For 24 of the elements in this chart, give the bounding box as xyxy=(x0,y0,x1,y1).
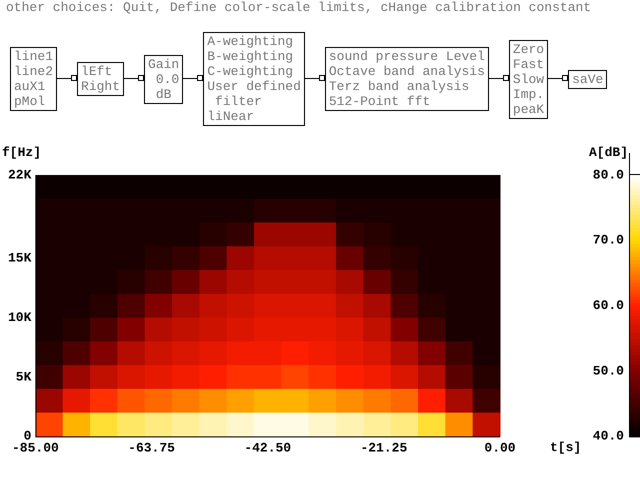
x-tick-label: -63.75 xyxy=(128,440,176,456)
text: line1 line2 auX1 pMol xyxy=(10,47,58,111)
text: Zero Fast Slow Imp. peaK xyxy=(508,40,548,118)
color-bar-label: 50.0 xyxy=(592,363,624,378)
y-tick-label: 5K xyxy=(16,369,32,384)
x-tick-label: -21.25 xyxy=(360,440,408,456)
color-bar-label: 60.0 xyxy=(592,298,624,313)
text: saVe xyxy=(568,70,608,88)
chart-title: other choices: Quit, Define color-scale limits, cHange calibration constant xyxy=(6,0,592,15)
text: A-weighting B-weighting C-weighting User defined filter liNear xyxy=(203,32,305,126)
color-bar-title: A[dB] xyxy=(588,144,628,160)
text: sound pressure Level Octave band analysis Terz band analysis 512-Point fft xyxy=(324,47,489,111)
x-tick-label: -42.50 xyxy=(244,440,292,456)
color-bar-label: 80.0 xyxy=(592,167,624,182)
x-axis-title: t[s] xyxy=(550,440,582,456)
text: lEft Right xyxy=(77,62,124,96)
y-tick-label: 10K xyxy=(8,310,32,325)
color-bar-label: 40.0 xyxy=(592,428,624,444)
text: Gain 0.0 dB xyxy=(144,54,184,104)
y-tick-label: 15K xyxy=(8,250,32,266)
x-tick-label: 0.00 xyxy=(484,440,516,456)
color-bar-label: 70.0 xyxy=(592,232,624,248)
y-tick-label: 22K xyxy=(8,167,32,182)
y-axis-title: f[Hz] xyxy=(2,144,42,160)
